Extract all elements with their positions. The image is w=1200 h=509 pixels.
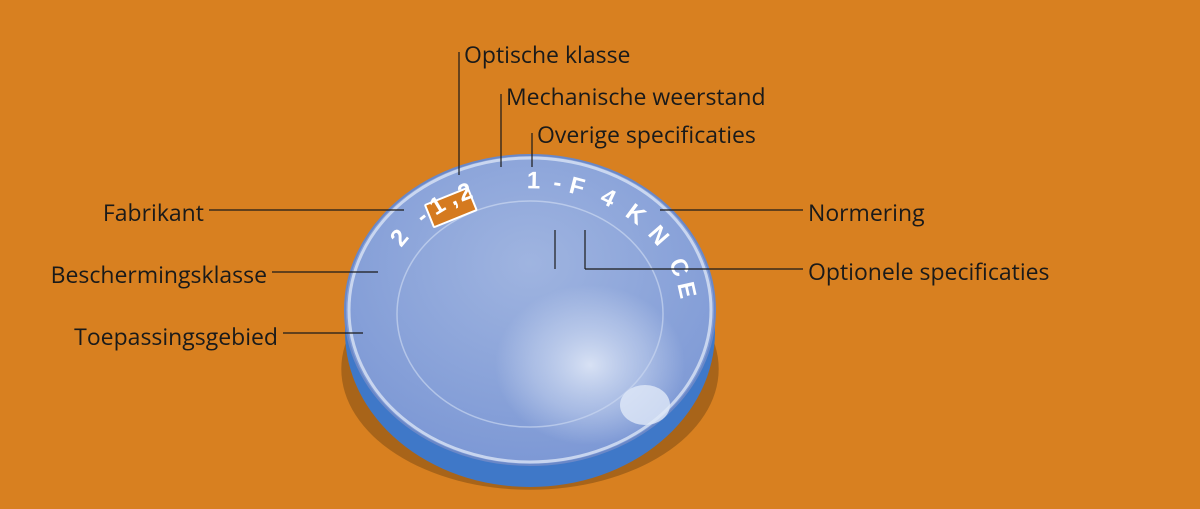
callout-mech_resistance: Mechanische weerstand <box>506 80 766 112</box>
callout-optional_specs: Optionele specificaties <box>808 255 1050 287</box>
callout-norm: Normering <box>808 196 925 228</box>
lens-marking-diagram: 2-1,21-F4KNCE Optische klasseMechanische… <box>0 0 1200 509</box>
callout-optical_class: Optische klasse <box>464 38 630 70</box>
callout-manufacturer: Fabrikant <box>103 196 204 228</box>
callout-other_specs: Overige specificaties <box>537 118 756 150</box>
callout-field_of_use: Toepassingsgebied <box>74 320 278 352</box>
lens-marking-optical_class: 1 <box>527 167 541 194</box>
callout-protection_class: Beschermingsklasse <box>51 258 267 290</box>
